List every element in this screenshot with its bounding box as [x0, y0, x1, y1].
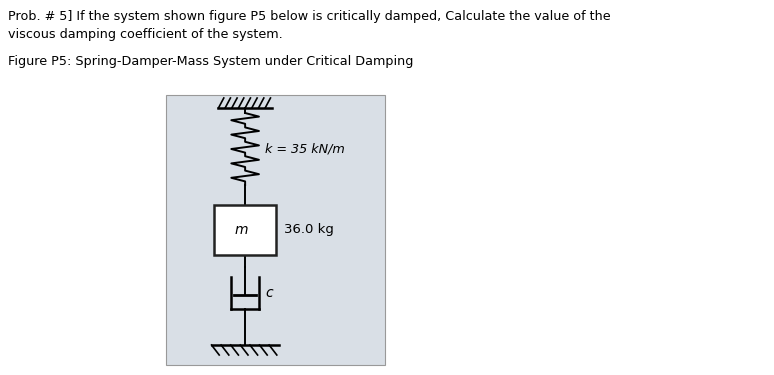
Text: k = 35 kN/m: k = 35 kN/m — [265, 142, 344, 156]
Bar — [166, 95, 385, 365]
Text: 36.0 kg: 36.0 kg — [284, 224, 334, 237]
Bar — [214, 205, 276, 255]
Text: m: m — [235, 223, 248, 237]
Text: Figure P5: Spring-Damper-Mass System under Critical Damping: Figure P5: Spring-Damper-Mass System und… — [8, 55, 413, 68]
Text: viscous damping coefficient of the system.: viscous damping coefficient of the syste… — [8, 28, 283, 41]
Text: c: c — [265, 286, 272, 300]
Text: Prob. # 5] If the system shown figure P5 below is critically damped, Calculate t: Prob. # 5] If the system shown figure P5… — [8, 10, 611, 23]
